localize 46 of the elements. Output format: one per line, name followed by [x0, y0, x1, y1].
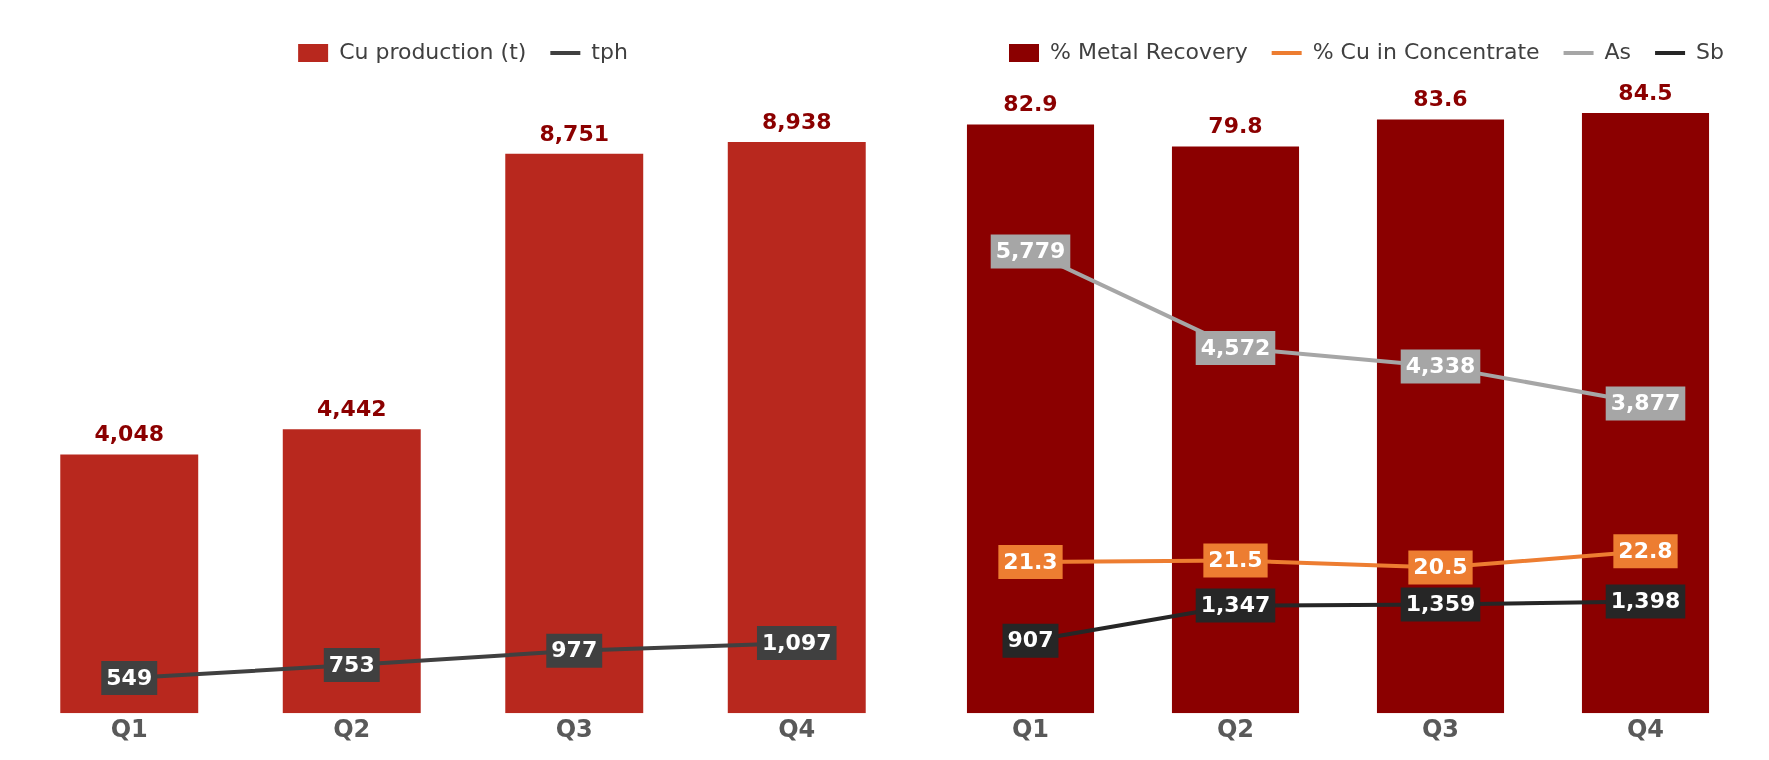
data-label: 82.9 — [1003, 91, 1058, 117]
data-label: 4,442 — [316, 395, 387, 421]
x-tick-label: Q1 — [1011, 714, 1050, 743]
data-label: 20.5 — [1413, 554, 1468, 580]
data-label: 5,779 — [995, 238, 1066, 264]
legend-label: As — [1604, 38, 1632, 64]
x-tick-label: Q1 — [110, 714, 148, 743]
data-label: 4,048 — [94, 421, 165, 447]
x-tick-label: Q2 — [333, 714, 371, 743]
bar — [60, 454, 199, 714]
x-tick-label: Q4 — [778, 714, 816, 743]
data-label: 4,338 — [1405, 353, 1476, 379]
bar — [727, 141, 866, 714]
x-tick-label: Q3 — [555, 714, 593, 743]
data-label: 21.5 — [1208, 547, 1263, 573]
data-label: 22.8 — [1618, 537, 1673, 563]
data-label: 4,572 — [1200, 334, 1271, 360]
bar — [282, 429, 421, 714]
data-label: 8,751 — [539, 120, 610, 146]
x-tick-label: Q4 — [1626, 714, 1665, 743]
legend-label: tph — [591, 38, 628, 64]
data-label: 977 — [551, 637, 598, 663]
legend-label: Sb — [1696, 38, 1725, 64]
data-label: 907 — [1007, 627, 1054, 653]
bar — [1376, 119, 1505, 714]
data-label: 1,097 — [761, 629, 832, 655]
data-label: 1,359 — [1405, 591, 1476, 617]
data-label: 1,398 — [1610, 588, 1681, 614]
data-label: 8,938 — [761, 108, 832, 134]
legend-label: % Cu in Concentrate — [1312, 38, 1540, 64]
data-label: 753 — [328, 651, 375, 677]
legend-label: Cu production (t) — [339, 38, 527, 64]
bar — [1171, 146, 1300, 714]
data-label: 83.6 — [1413, 86, 1468, 112]
data-label: 549 — [106, 664, 153, 690]
bar — [505, 153, 644, 714]
bar — [966, 124, 1095, 714]
data-label: 84.5 — [1618, 79, 1673, 105]
bar — [1581, 113, 1710, 714]
data-label: 21.3 — [1003, 548, 1058, 574]
data-label: 79.8 — [1208, 113, 1263, 139]
x-tick-label: Q2 — [1216, 714, 1255, 743]
data-label: 1,347 — [1200, 592, 1271, 618]
legend-label: % Metal Recovery — [1050, 38, 1248, 64]
x-tick-label: Q3 — [1421, 714, 1460, 743]
data-label: 3,877 — [1610, 390, 1681, 416]
